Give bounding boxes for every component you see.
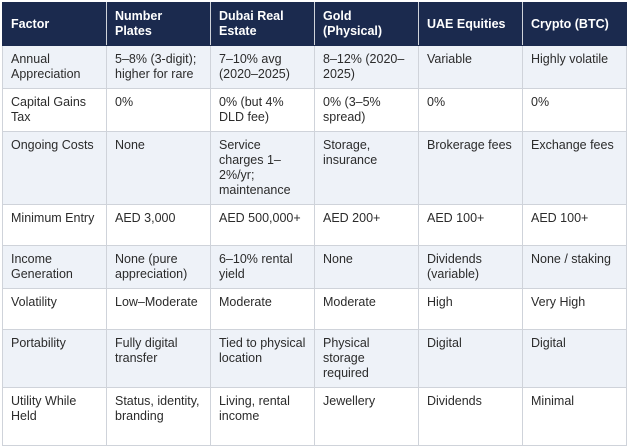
header-crypto: Crypto (BTC) xyxy=(522,2,627,46)
table-cell: Moderate xyxy=(314,288,419,330)
table-cell: Service charges 1–2%/yr; maintenance xyxy=(210,131,315,205)
table-cell: AED 3,000 xyxy=(106,204,211,246)
table-cell: None xyxy=(314,245,419,289)
table-cell: 0% xyxy=(106,88,211,132)
table-cell: Jewellery xyxy=(314,387,419,446)
table-row-portability: Portability Fully digital transfer Tied … xyxy=(2,329,627,388)
row-label: Portability xyxy=(2,329,107,388)
row-label: Annual Appreciation xyxy=(2,45,107,89)
row-label: Ongoing Costs xyxy=(2,131,107,205)
table-header-row: Factor Number Plates Dubai Real Estate G… xyxy=(2,2,627,46)
table-cell: 0% xyxy=(522,88,627,132)
table-cell: None / staking xyxy=(522,245,627,289)
table-cell: High xyxy=(418,288,523,330)
header-factor: Factor xyxy=(2,2,107,46)
table-cell: Moderate xyxy=(210,288,315,330)
table-cell: Physical storage required xyxy=(314,329,419,388)
table-cell: None (pure appreciation) xyxy=(106,245,211,289)
table-cell: Low–Moderate xyxy=(106,288,211,330)
table-cell: AED 100+ xyxy=(418,204,523,246)
row-label: Capital Gains Tax xyxy=(2,88,107,132)
row-label: Utility While Held xyxy=(2,387,107,446)
table-cell: Dividends (variable) xyxy=(418,245,523,289)
header-gold: Gold (Physical) xyxy=(314,2,419,46)
table-cell: Living, rental income xyxy=(210,387,315,446)
table-cell: Storage, insurance xyxy=(314,131,419,205)
table-row-utility-while-held: Utility While Held Status, identity, bra… xyxy=(2,387,627,446)
table-cell: 8–12% (2020–2025) xyxy=(314,45,419,89)
table-cell: Digital xyxy=(418,329,523,388)
header-uae-equities: UAE Equities xyxy=(418,2,523,46)
table-cell: AED 500,000+ xyxy=(210,204,315,246)
row-label: Volatility xyxy=(2,288,107,330)
table-cell: Very High xyxy=(522,288,627,330)
row-label: Minimum Entry xyxy=(2,204,107,246)
table-cell: Fully digital transfer xyxy=(106,329,211,388)
table-row-minimum-entry: Minimum Entry AED 3,000 AED 500,000+ AED… xyxy=(2,204,627,246)
table-cell: Exchange fees xyxy=(522,131,627,205)
table-row-volatility: Volatility Low–Moderate Moderate Moderat… xyxy=(2,288,627,330)
table-cell: 5–8% (3-digit); higher for rare xyxy=(106,45,211,89)
table-cell: 0% (3–5% spread) xyxy=(314,88,419,132)
table-cell: Status, identity, branding xyxy=(106,387,211,446)
table-cell: Tied to physical location xyxy=(210,329,315,388)
table-row-income-generation: Income Generation None (pure appreciatio… xyxy=(2,245,627,289)
table-cell: None xyxy=(106,131,211,205)
table-cell: Minimal xyxy=(522,387,627,446)
header-dubai-real-estate: Dubai Real Estate xyxy=(210,2,315,46)
table-cell: Variable xyxy=(418,45,523,89)
table-cell: Brokerage fees xyxy=(418,131,523,205)
table-cell: 0% xyxy=(418,88,523,132)
table-cell: 6–10% rental yield xyxy=(210,245,315,289)
table-cell: Digital xyxy=(522,329,627,388)
table-cell: 0% (but 4% DLD fee) xyxy=(210,88,315,132)
table-cell: AED 100+ xyxy=(522,204,627,246)
table-cell: AED 200+ xyxy=(314,204,419,246)
table-cell: 7–10% avg (2020–2025) xyxy=(210,45,315,89)
table-row-ongoing-costs: Ongoing Costs None Service charges 1–2%/… xyxy=(2,131,627,205)
table-cell: Highly volatile xyxy=(522,45,627,89)
header-number-plates: Number Plates xyxy=(106,2,211,46)
table-row-capital-gains-tax: Capital Gains Tax 0% 0% (but 4% DLD fee)… xyxy=(2,88,627,132)
table-cell: Dividends xyxy=(418,387,523,446)
row-label: Income Generation xyxy=(2,245,107,289)
table-row-annual-appreciation: Annual Appreciation 5–8% (3-digit); high… xyxy=(2,45,627,89)
